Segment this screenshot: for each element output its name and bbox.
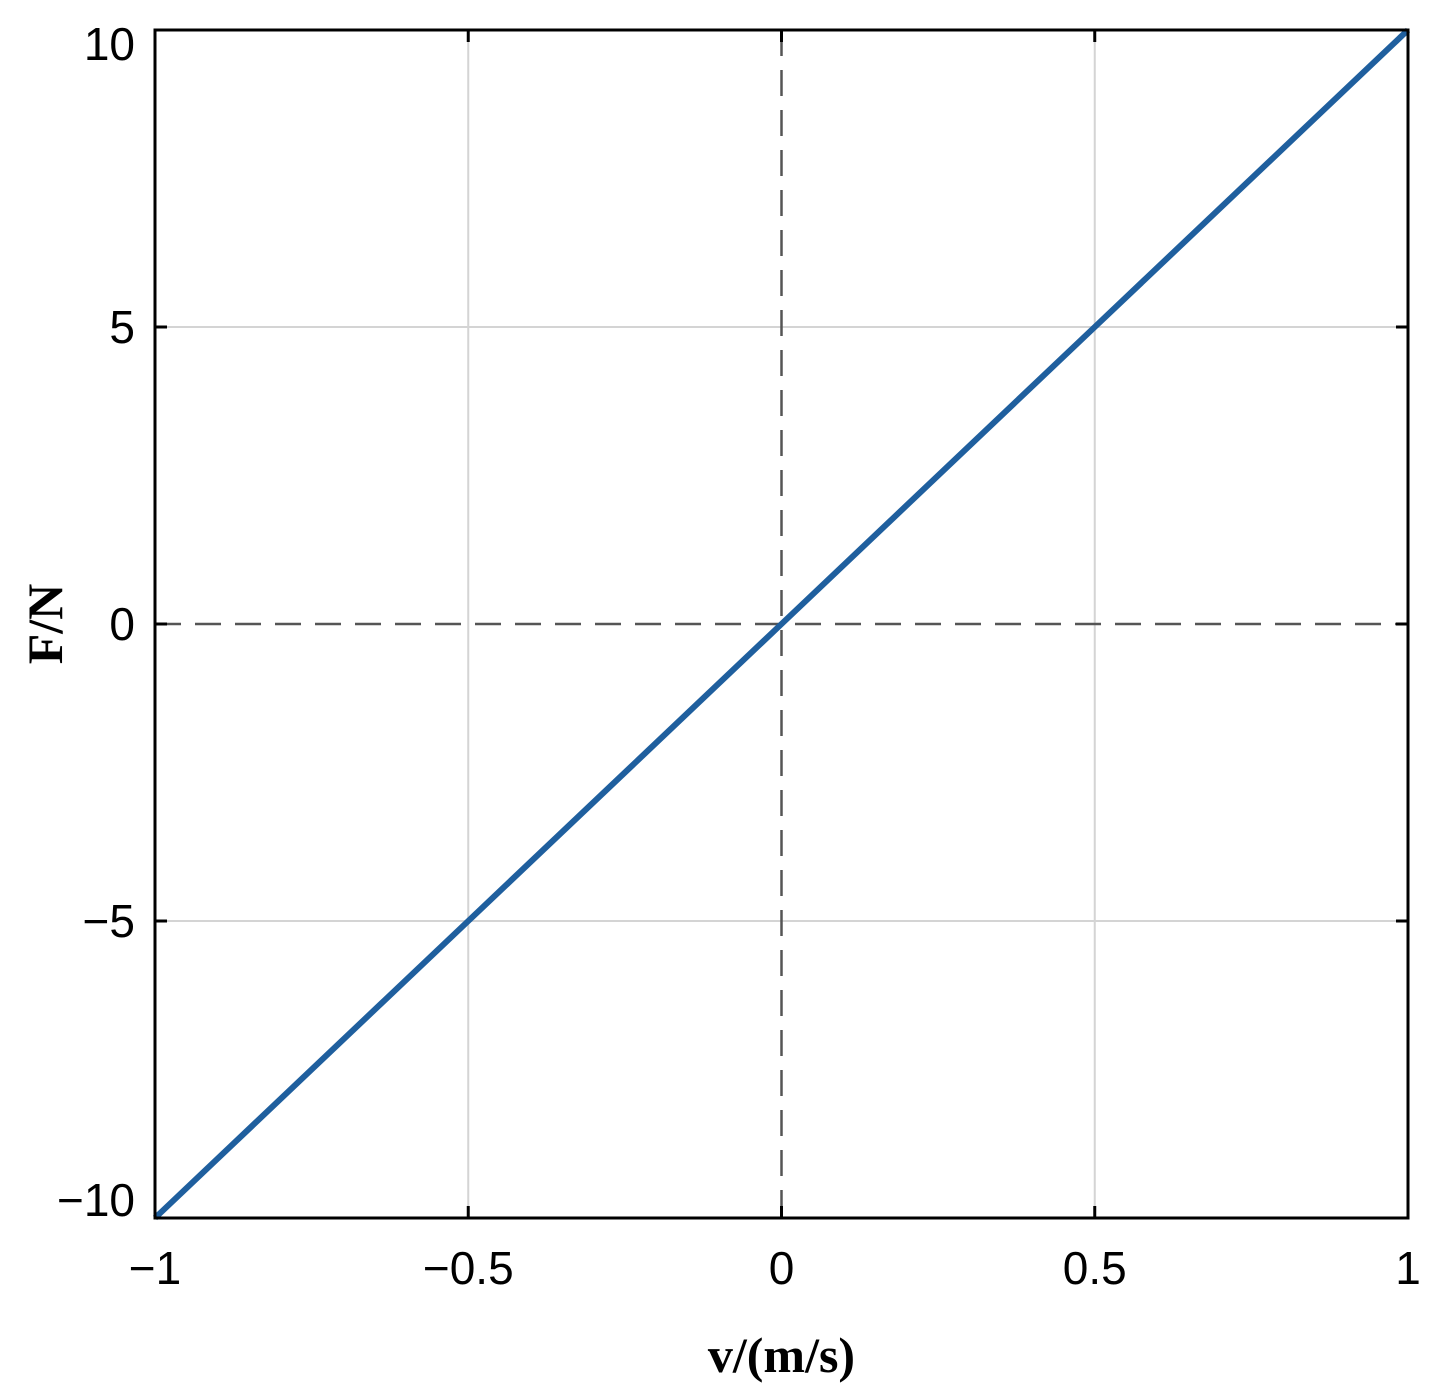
x-tick-label: −1 bbox=[129, 1242, 181, 1294]
y-tick-label: −10 bbox=[57, 1174, 135, 1226]
zero-lines bbox=[155, 30, 1408, 1218]
x-tick-label: 0 bbox=[769, 1242, 795, 1294]
x-tick-label: −0.5 bbox=[423, 1242, 514, 1294]
x-tick-label: 1 bbox=[1395, 1242, 1421, 1294]
y-axis-title: F/N bbox=[17, 584, 73, 665]
y-tick-label: −5 bbox=[83, 895, 135, 947]
x-tick-label: 0.5 bbox=[1063, 1242, 1127, 1294]
tick-layer: −1 −0.5 0 0.5 1 −10 −5 0 5 10 bbox=[57, 18, 1421, 1294]
y-tick-label: 10 bbox=[84, 18, 135, 70]
y-tick-label: 0 bbox=[109, 598, 135, 650]
x-axis-title: v/(m/s) bbox=[708, 1327, 855, 1383]
y-tick-label: 5 bbox=[109, 301, 135, 353]
